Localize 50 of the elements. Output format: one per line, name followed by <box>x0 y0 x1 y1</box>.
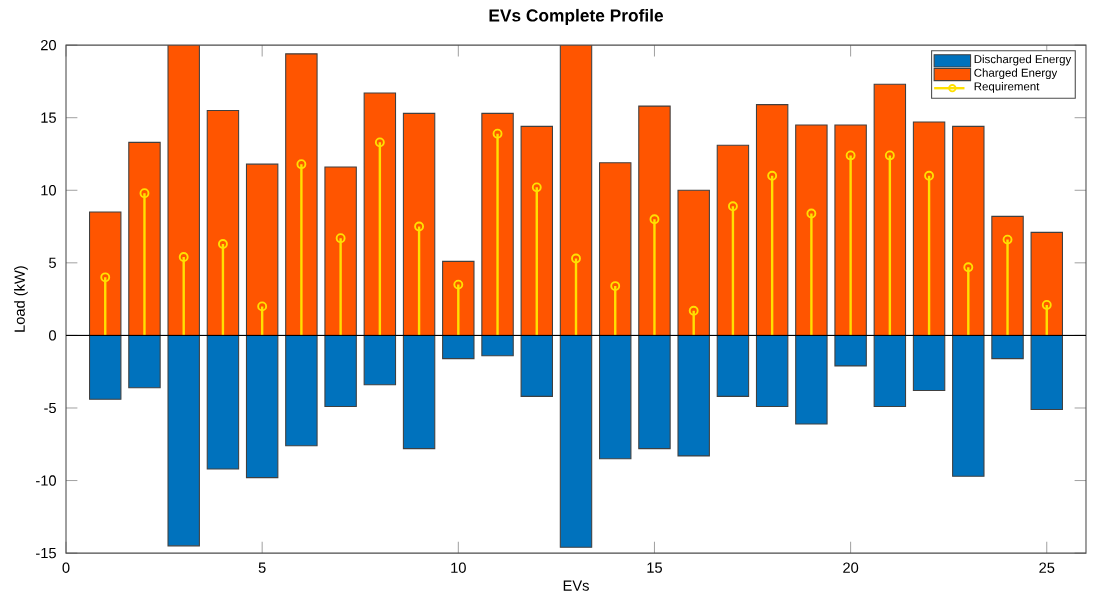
bar <box>520 126 554 337</box>
point <box>924 171 935 182</box>
bar <box>167 45 200 337</box>
bar <box>206 110 240 337</box>
point <box>453 280 464 290</box>
bar <box>677 190 710 337</box>
point <box>963 262 974 273</box>
bar <box>1030 232 1063 337</box>
bar <box>442 261 475 337</box>
bar <box>991 216 1024 337</box>
point <box>492 129 503 140</box>
point <box>767 171 778 182</box>
bar <box>873 84 907 337</box>
point <box>257 301 268 312</box>
point <box>727 201 738 212</box>
bar <box>285 53 318 337</box>
point <box>884 150 895 161</box>
bar <box>795 124 828 337</box>
point <box>374 137 385 148</box>
point <box>414 222 425 232</box>
bar <box>89 211 122 337</box>
point <box>335 233 346 244</box>
chart-title: EVs Complete Profile <box>489 9 664 26</box>
point <box>139 188 150 199</box>
point <box>296 159 307 170</box>
point <box>1002 235 1013 245</box>
point <box>100 272 111 283</box>
point <box>845 150 856 161</box>
bar <box>599 162 632 337</box>
point <box>806 208 817 219</box>
bar <box>638 105 671 337</box>
bar <box>363 92 397 337</box>
bar <box>324 166 357 337</box>
bar <box>834 124 867 337</box>
point <box>178 252 189 263</box>
point <box>217 239 228 250</box>
point <box>571 253 581 264</box>
bar <box>128 142 161 337</box>
bar <box>755 104 789 337</box>
point <box>688 306 699 317</box>
point <box>610 281 621 292</box>
bar <box>716 145 750 337</box>
point <box>531 182 542 193</box>
bar <box>952 126 985 337</box>
point <box>649 214 660 225</box>
bar <box>559 45 593 337</box>
bar <box>402 113 436 337</box>
bar <box>245 164 279 337</box>
bar <box>912 121 946 337</box>
bar <box>481 113 514 337</box>
